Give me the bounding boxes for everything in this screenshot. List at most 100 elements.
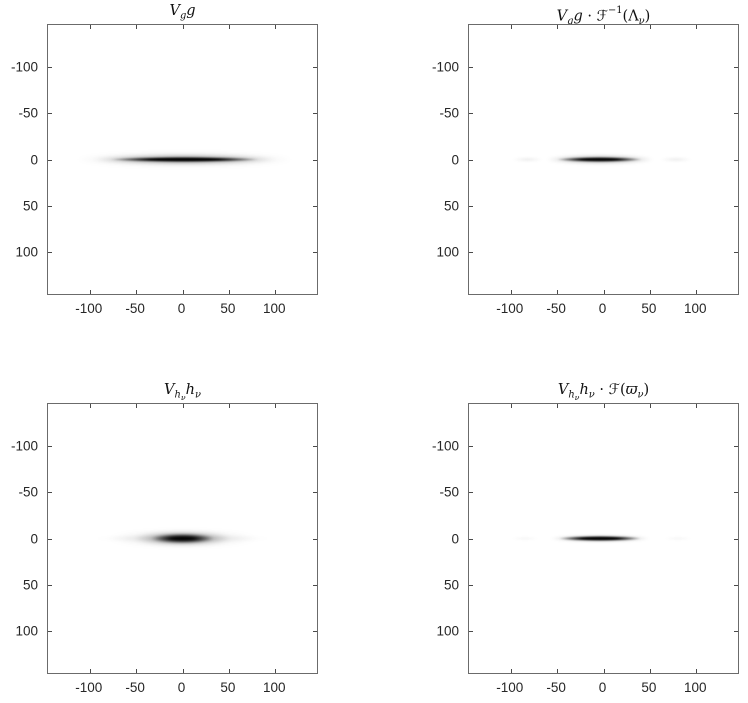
- intensity-blob: [510, 536, 539, 541]
- title-segment: −1: [608, 5, 623, 16]
- x-tick-mark: [182, 290, 184, 294]
- subplot-vh-h: Vhνhν -100 -50 0 50 100 -100 -50 0 50 100: [11, 382, 318, 695]
- title-segment: g: [186, 3, 196, 19]
- title-segment: ν: [194, 389, 201, 401]
- x-tick-mark: [228, 669, 230, 673]
- y-tick-mark: [48, 113, 52, 115]
- y-tick-mark: [313, 538, 317, 540]
- y-tick-mark: [469, 584, 473, 586]
- y-tick-mark: [734, 445, 738, 447]
- x-tick-mark: [228, 290, 230, 294]
- x-tick-mark: [89, 669, 91, 673]
- y-tick-mark: [469, 252, 473, 254]
- y-tick-mark: [469, 66, 473, 68]
- x-tick-label: -100: [75, 680, 103, 695]
- x-tick-label: 100: [683, 680, 707, 695]
- x-tick-mark: [89, 290, 91, 294]
- title-segment: h: [174, 389, 181, 401]
- x-tick-label: 0: [177, 680, 186, 695]
- y-tick-mark: [313, 205, 317, 207]
- title-segment: V: [556, 8, 568, 25]
- y-tick-label: 50: [443, 198, 459, 214]
- x-tick-mark: [557, 404, 559, 408]
- title-segment: g: [179, 10, 187, 22]
- x-tick-label: 0: [598, 680, 607, 695]
- plot-area-vh-h-times-fourier-varpi: [468, 403, 739, 674]
- intensity-blob: [110, 157, 259, 162]
- y-tick-mark: [48, 205, 52, 207]
- y-tick-label: 100: [436, 623, 459, 639]
- y-tick-mark: [734, 584, 738, 586]
- x-tick-mark: [182, 404, 184, 408]
- x-tick-mark: [557, 25, 559, 29]
- intensity-blob: [511, 157, 544, 162]
- y-tick-label: -50: [18, 484, 38, 500]
- intensity-blob: [150, 534, 215, 543]
- x-tick-mark: [510, 25, 512, 29]
- intensity-blob: [558, 536, 641, 541]
- title-segment: ·: [594, 382, 609, 398]
- x-tick-label: 50: [641, 301, 657, 316]
- subplot-vg-g-times-invfourier-lambda: Vgg · ℱ−1(Λν) -100 -50 0 50 100 -100 -50 0 50 100: [432, 5, 739, 316]
- subplot-title-vh-h: Vhνhν: [27, 380, 338, 402]
- y-tick-mark: [313, 631, 317, 633]
- title-segment: ν: [588, 389, 595, 401]
- x-tick-mark: [557, 669, 559, 673]
- y-tick-label: 0: [30, 152, 38, 167]
- x-tick-mark: [603, 290, 605, 294]
- x-tick-label: 0: [177, 301, 186, 316]
- y-tick-mark: [313, 159, 317, 161]
- y-tick-label: 50: [22, 198, 38, 214]
- y-tick-label: 0: [451, 531, 459, 546]
- x-tick-mark: [696, 25, 698, 29]
- title-segment: h: [579, 382, 589, 398]
- y-tick-mark: [469, 113, 473, 115]
- y-tick-mark: [469, 492, 473, 494]
- title-segment: Λ: [628, 8, 639, 25]
- title-segment: ℱ: [596, 8, 608, 25]
- y-tick-mark: [734, 66, 738, 68]
- x-tick-mark: [182, 25, 184, 29]
- subplot-title-vg-g: Vgg: [27, 1, 338, 22]
- y-tick-label: -100: [431, 59, 459, 75]
- x-tick-mark: [510, 404, 512, 408]
- y-tick-label: -100: [431, 438, 459, 454]
- x-tick-label: 50: [220, 301, 236, 316]
- x-tick-label: -50: [125, 680, 145, 695]
- x-tick-mark: [603, 25, 605, 29]
- y-tick-mark: [734, 159, 738, 161]
- title-segment: ℱ: [608, 382, 620, 398]
- y-tick-label: 100: [436, 244, 459, 260]
- y-tick-label: 100: [15, 244, 38, 260]
- subplot-vg-g: Vgg -100 -50 0 50 100 -100 -50 0 50 100: [11, 3, 318, 316]
- x-tick-mark: [89, 25, 91, 29]
- y-tick-mark: [734, 205, 738, 207]
- x-tick-mark: [649, 290, 651, 294]
- title-segment: ): [643, 382, 650, 398]
- y-tick-mark: [313, 252, 317, 254]
- y-tick-label: 0: [451, 152, 459, 167]
- x-tick-mark: [136, 669, 138, 673]
- title-segment: ν: [574, 393, 580, 402]
- y-tick-mark: [734, 538, 738, 540]
- x-tick-mark: [275, 25, 277, 29]
- x-tick-label: -100: [496, 680, 524, 695]
- y-tick-mark: [48, 445, 52, 447]
- x-tick-mark: [510, 669, 512, 673]
- title-segment: g: [567, 16, 574, 28]
- y-tick-label: 50: [22, 577, 38, 593]
- y-tick-label: -100: [10, 438, 38, 454]
- plot-area-vg-g: [47, 24, 318, 295]
- subplot-vh-h-times-fourier-varpi: Vhνhν · ℱ(ϖν) -100 -50 0 50 100 -100 -50 0 50 100: [432, 382, 739, 695]
- x-tick-mark: [89, 404, 91, 408]
- title-segment: g: [573, 8, 583, 25]
- y-tick-mark: [48, 631, 52, 633]
- y-tick-mark: [48, 159, 52, 161]
- x-tick-mark: [603, 404, 605, 408]
- x-tick-mark: [228, 404, 230, 408]
- title-segment: h: [185, 382, 195, 398]
- intensity-blob: [557, 157, 643, 162]
- title-segment: ): [644, 8, 651, 25]
- x-tick-label: 0: [598, 301, 607, 316]
- x-tick-mark: [696, 404, 698, 408]
